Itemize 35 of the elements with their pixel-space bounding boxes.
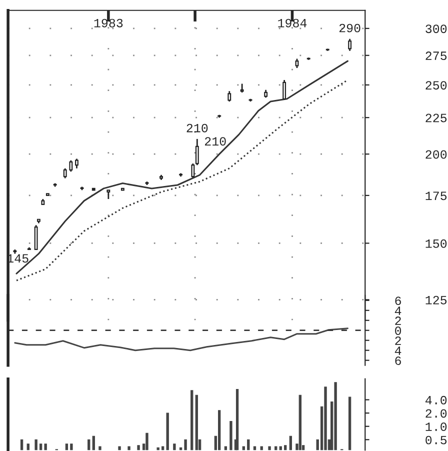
candlestick (69, 160, 73, 172)
line-series (14, 328, 348, 352)
candlestick (34, 224, 38, 250)
annotation: 210 (204, 137, 226, 146)
candlestick (282, 79, 286, 100)
candlestick (295, 58, 299, 69)
annotation: 290 (339, 24, 360, 32)
x-tick-label: 1984 (278, 18, 307, 28)
y-tick-label: 250 (426, 81, 447, 90)
y-tick-label: 225 (426, 114, 447, 122)
y-tick-label: 0.5 (426, 436, 447, 444)
candlestick (191, 162, 195, 179)
y-tick-label: 4 (394, 306, 402, 315)
y-tick-label: 4.0 (425, 396, 447, 404)
y-tick-label: 150 (426, 239, 447, 248)
y-tick-label: 200 (426, 150, 447, 159)
y-tick-label: 125 (426, 296, 447, 304)
annotation: 210 (186, 124, 208, 132)
x-tick-label: 1983 (94, 18, 123, 28)
candlestick (348, 38, 352, 52)
candlestick (75, 158, 78, 170)
y-tick-label: 300 (426, 24, 447, 34)
candlestick (63, 168, 67, 179)
y-tick-label: 6 (395, 296, 401, 306)
candlestick (228, 90, 232, 102)
y-tick-label: 1.0 (426, 422, 447, 432)
y-tick-label: 275 (426, 52, 447, 60)
y-tick-label: 2.0 (426, 409, 447, 418)
candlestick (195, 138, 199, 166)
y-tick-label: 2 (395, 316, 401, 325)
y-tick-label: 4 (394, 346, 402, 355)
y-tick-label: 6 (395, 356, 401, 365)
y-tick-label: 2 (395, 336, 401, 345)
y-tick-label: 175 (426, 192, 447, 200)
y-tick-label: 0 (395, 326, 402, 336)
